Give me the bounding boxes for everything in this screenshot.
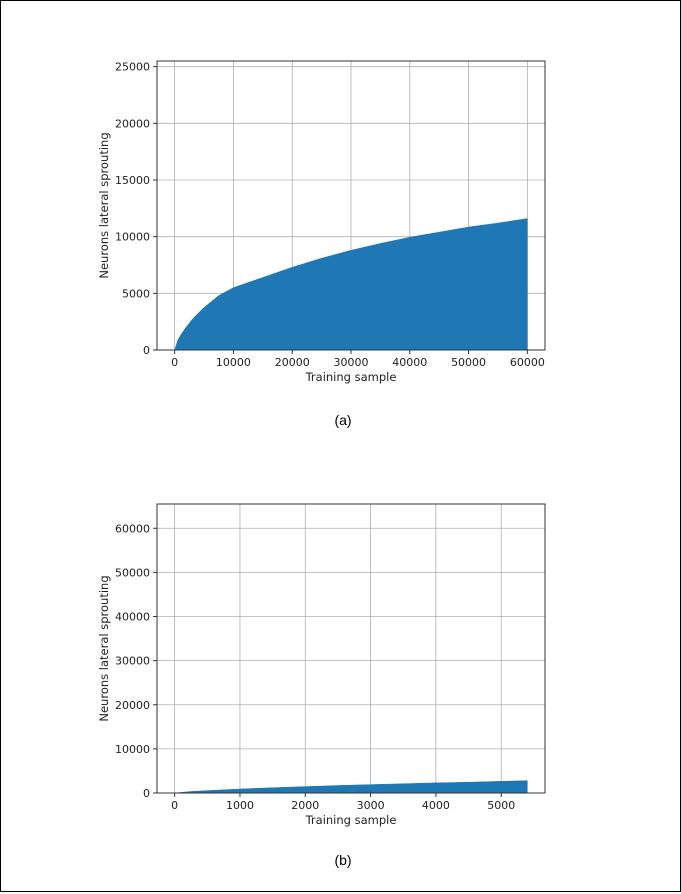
x-tick-label: 10000 — [216, 356, 251, 369]
x-tick-label: 0 — [171, 799, 178, 812]
x-axis-label: Training sample — [305, 370, 397, 384]
y-axis-label: Neurons lateral sprouting — [97, 575, 111, 721]
y-axis-label: Neurons lateral sprouting — [97, 132, 111, 278]
x-tick-label: 30000 — [334, 356, 369, 369]
y-tick-label: 20000 — [115, 117, 150, 130]
x-tick-label: 0 — [171, 356, 178, 369]
x-tick-label: 4000 — [422, 799, 450, 812]
y-tick-label: 15000 — [115, 174, 150, 187]
area-series — [174, 780, 528, 794]
x-tick-label: 50000 — [451, 356, 486, 369]
y-tick-label: 0 — [143, 787, 150, 800]
x-tick-label: 3000 — [357, 799, 385, 812]
y-tick-label: 20000 — [115, 699, 150, 712]
x-axis-label: Training sample — [305, 813, 397, 827]
x-tick-label: 2000 — [291, 799, 319, 812]
chart-a: 0 10000 20000 30000 40000 50000 60000 0 5000 1000… — [97, 60, 546, 384]
caption-a: (a) — [334, 412, 352, 428]
y-tick-label: 25000 — [115, 61, 150, 74]
y-tick-label: 10000 — [115, 231, 150, 244]
chart-b: 0 1000 2000 3000 4000 50000100002000030000400… — [97, 503, 546, 827]
x-tick-label: 1000 — [226, 799, 254, 812]
y-tick-label: 30000 — [115, 655, 150, 668]
x-tick-label: 5000 — [487, 799, 515, 812]
y-tick-label: 40000 — [115, 611, 150, 624]
plot-frame — [156, 503, 546, 794]
y-tick-label: 50000 — [115, 566, 150, 579]
y-tick-label: 0 — [143, 344, 150, 357]
x-tick-label: 60000 — [510, 356, 545, 369]
y-tick-label: 10000 — [115, 743, 150, 756]
x-tick-label: 40000 — [392, 356, 427, 369]
area-series — [174, 218, 528, 351]
y-tick-label: 60000 — [115, 522, 150, 535]
x-tick-label: 20000 — [275, 356, 310, 369]
y-tick-label: 5000 — [122, 287, 150, 300]
caption-b: (b) — [334, 852, 352, 868]
